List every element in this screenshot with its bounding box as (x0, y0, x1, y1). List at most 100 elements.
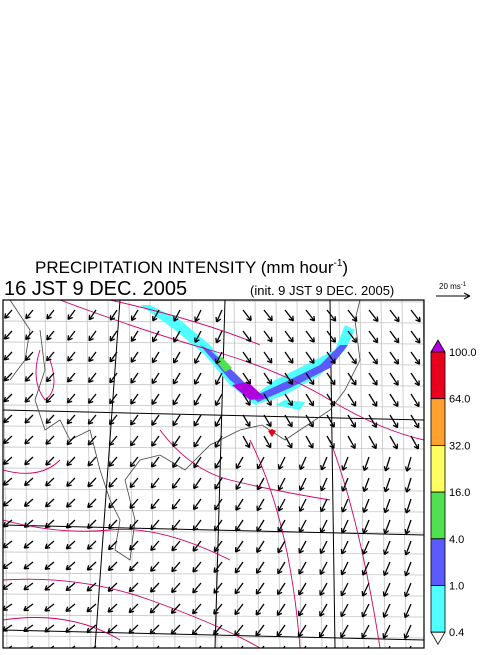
grid-line (254, 300, 260, 648)
wind-arrow (382, 624, 391, 639)
wind-arrow (67, 351, 76, 362)
wind-arrow (277, 540, 286, 554)
wind-arrow (305, 309, 316, 322)
wind-arrow (255, 561, 265, 574)
grid-line (191, 300, 197, 648)
wind-arrow (66, 435, 76, 446)
wind-arrow (215, 351, 223, 365)
wind-arrow (326, 414, 335, 428)
wind-arrow (23, 498, 34, 508)
grid-line (44, 300, 50, 648)
wind-arrow (171, 540, 181, 552)
wind-arrow (255, 624, 265, 637)
wind-arrow (361, 540, 370, 555)
wind-arrow (65, 540, 76, 550)
wind-arrow (45, 351, 55, 362)
wind-arrow (3, 435, 13, 445)
grid-line (3, 446, 424, 450)
wind-arrow (194, 330, 202, 344)
wind-arrow (86, 561, 97, 571)
wind-arrow (150, 561, 160, 572)
wind-arrow (128, 624, 139, 635)
grid-line (3, 467, 424, 471)
wind-arrow (319, 624, 328, 638)
wind-arrow (305, 435, 314, 449)
wind-arrow (340, 582, 349, 597)
wind-arrow (404, 477, 412, 493)
wind-arrow (87, 393, 97, 404)
grid-line (338, 300, 344, 648)
wind-arrow (88, 309, 97, 321)
wind-arrow (149, 582, 160, 593)
wind-arrow (193, 414, 202, 427)
wind-arrow (284, 309, 295, 322)
wind-arrow (172, 372, 181, 385)
wind-arrow (3, 414, 13, 424)
wind-arrow (108, 498, 118, 509)
wind-arrow (320, 456, 328, 471)
wind-arrow (213, 561, 223, 574)
wind-arrow (4, 309, 13, 319)
wind-arrow (130, 351, 139, 363)
wind-arrow (326, 435, 335, 449)
wind-arrow (214, 456, 223, 469)
wind-arrow (130, 414, 139, 426)
wind-arrow (361, 603, 370, 618)
wind-arrow (389, 414, 399, 429)
wind-arrow (109, 309, 118, 321)
wind-arrow (277, 456, 286, 470)
wind-arrow (108, 414, 118, 426)
wind-arrow (86, 624, 97, 634)
wind-arrow (193, 477, 202, 490)
wind-arrow (92, 645, 97, 648)
map (3, 300, 424, 648)
wind-arrow (263, 372, 273, 385)
wind-arrow (341, 456, 349, 471)
wind-arrow (173, 309, 181, 322)
wind-arrow (382, 582, 391, 597)
wind-arrow (215, 330, 223, 344)
wind-arrow (66, 414, 76, 425)
wind-arrow (25, 309, 34, 320)
title-text: PRECIPITATION INTENSITY (mm hour (35, 258, 334, 277)
wind-arrow (172, 414, 181, 427)
wind-arrow (170, 603, 181, 614)
coastline (9, 300, 361, 561)
wind-arrow (107, 603, 118, 613)
wind-arrow (263, 309, 273, 322)
wind-arrow (340, 519, 349, 534)
wind-arrow (151, 435, 160, 447)
wind-arrow (404, 498, 412, 514)
colorbar-triangle (430, 339, 446, 353)
wind-arrow (368, 435, 377, 450)
wind-arrow (3, 330, 13, 340)
wind-arrow (214, 477, 223, 490)
grid-line (128, 300, 134, 648)
grid-line (3, 404, 424, 408)
wind-arrow (213, 519, 223, 532)
wind-arrow (326, 372, 336, 386)
wind-arrow (172, 456, 181, 468)
wind-arrow (192, 519, 202, 531)
wind-arrow (277, 498, 286, 512)
colorbar-triangle (430, 631, 446, 645)
colorbar-swatch (430, 491, 446, 540)
grid-line (401, 300, 407, 648)
wind-arrow (23, 582, 34, 591)
wind-arrow (404, 540, 412, 556)
valid-time: 16 JST 9 DEC. 2005 (4, 278, 187, 300)
wind-arrow (347, 309, 358, 322)
wind-arrow (3, 372, 13, 382)
wind-arrow (129, 477, 139, 489)
wind-arrow (234, 561, 244, 574)
wind-arrow (235, 519, 244, 532)
colorbar-label: 32.0 (449, 440, 470, 452)
colorbar-label: 100.0 (449, 347, 477, 359)
wind-arrow (66, 393, 76, 404)
wind-arrow (45, 414, 55, 424)
wind-arrow (3, 351, 13, 361)
wind-arrow (150, 456, 160, 468)
wind-arrow (192, 582, 202, 594)
wind-arrow (382, 603, 391, 618)
